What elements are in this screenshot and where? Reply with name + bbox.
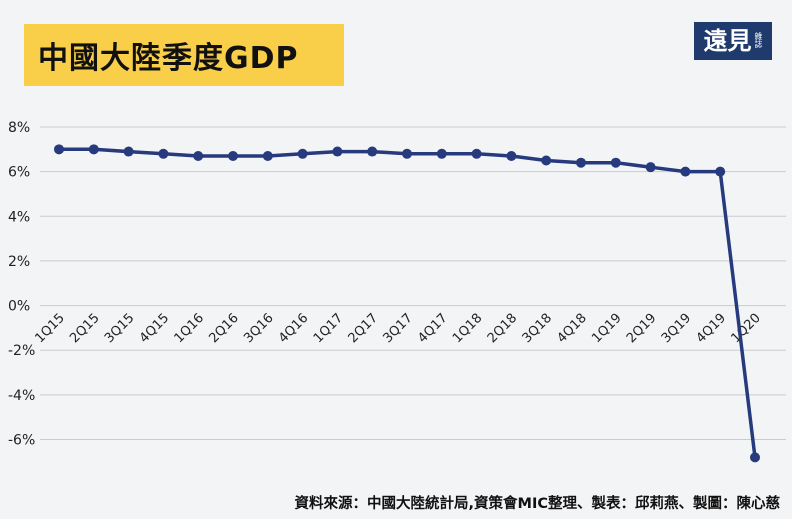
x-tick-label: 2Q16 [206,311,241,346]
data-point [471,148,482,159]
data-point [436,148,447,159]
x-tick-label: 2Q18 [485,311,520,346]
data-point [123,146,134,157]
data-point [645,162,656,173]
x-tick-label: 2Q17 [346,311,381,346]
data-point [158,148,169,159]
data-point [541,155,552,166]
data-point [297,148,308,159]
x-tick-label: 3Q15 [102,311,137,346]
logo-main-text: 遠見 [703,26,752,55]
data-point [367,146,378,157]
x-tick-label: 3Q17 [380,311,415,346]
y-tick-label: 6% [8,165,30,181]
y-tick-label: 2% [8,254,30,270]
x-tick-label: 1Q17 [311,311,346,346]
y-tick-label: 0% [8,299,30,315]
x-tick-label: 1Q18 [450,311,485,346]
x-tick-label: 4Q18 [554,311,589,346]
y-tick-label: 4% [8,209,30,225]
x-tick-label: 4Q15 [137,311,172,346]
data-point [610,157,621,168]
data-point [193,151,204,162]
series-line [59,147,757,458]
x-tick-label: 1Q16 [172,311,207,346]
x-tick-label: 3Q19 [659,311,694,346]
source-note: 資料來源：中國大陸統計局,資策會MIC整理、製表：邱莉燕、製圖：陳心慈 [294,496,780,512]
data-point [228,151,238,162]
y-tick-label: -2% [8,343,35,359]
x-tick-label: 3Q16 [241,311,276,346]
title-banner: 中國大陸季度GDP [24,24,344,86]
data-point [332,146,343,157]
data-point [576,157,586,168]
data-point [54,144,64,155]
logo-sub-text: 雜誌 [754,31,763,49]
magazine-logo: 遠見 雜誌 [694,22,772,60]
x-tick-label: 1Q15 [32,311,67,346]
x-tick-label: 2Q15 [67,311,102,346]
data-point [680,166,691,177]
y-tick-label: -4% [8,388,35,404]
x-tick-label: 1Q19 [589,311,624,346]
chart-title: 中國大陸季度GDP [38,41,299,76]
data-point [715,166,726,177]
y-tick-label: -6% [8,433,35,449]
data-point [750,452,760,463]
data-point [88,144,99,155]
x-tick-label: 1Q20 [728,311,763,346]
x-tick-label: 3Q18 [520,311,555,346]
x-tick-label: 4Q19 [694,311,729,346]
x-tick-label: 4Q17 [415,311,450,346]
x-tick-label: 4Q16 [276,311,311,346]
data-point [262,151,273,162]
data-point [402,148,412,159]
data-point [506,151,517,162]
x-tick-label: 2Q19 [624,311,659,346]
y-tick-label: 8% [8,120,30,136]
